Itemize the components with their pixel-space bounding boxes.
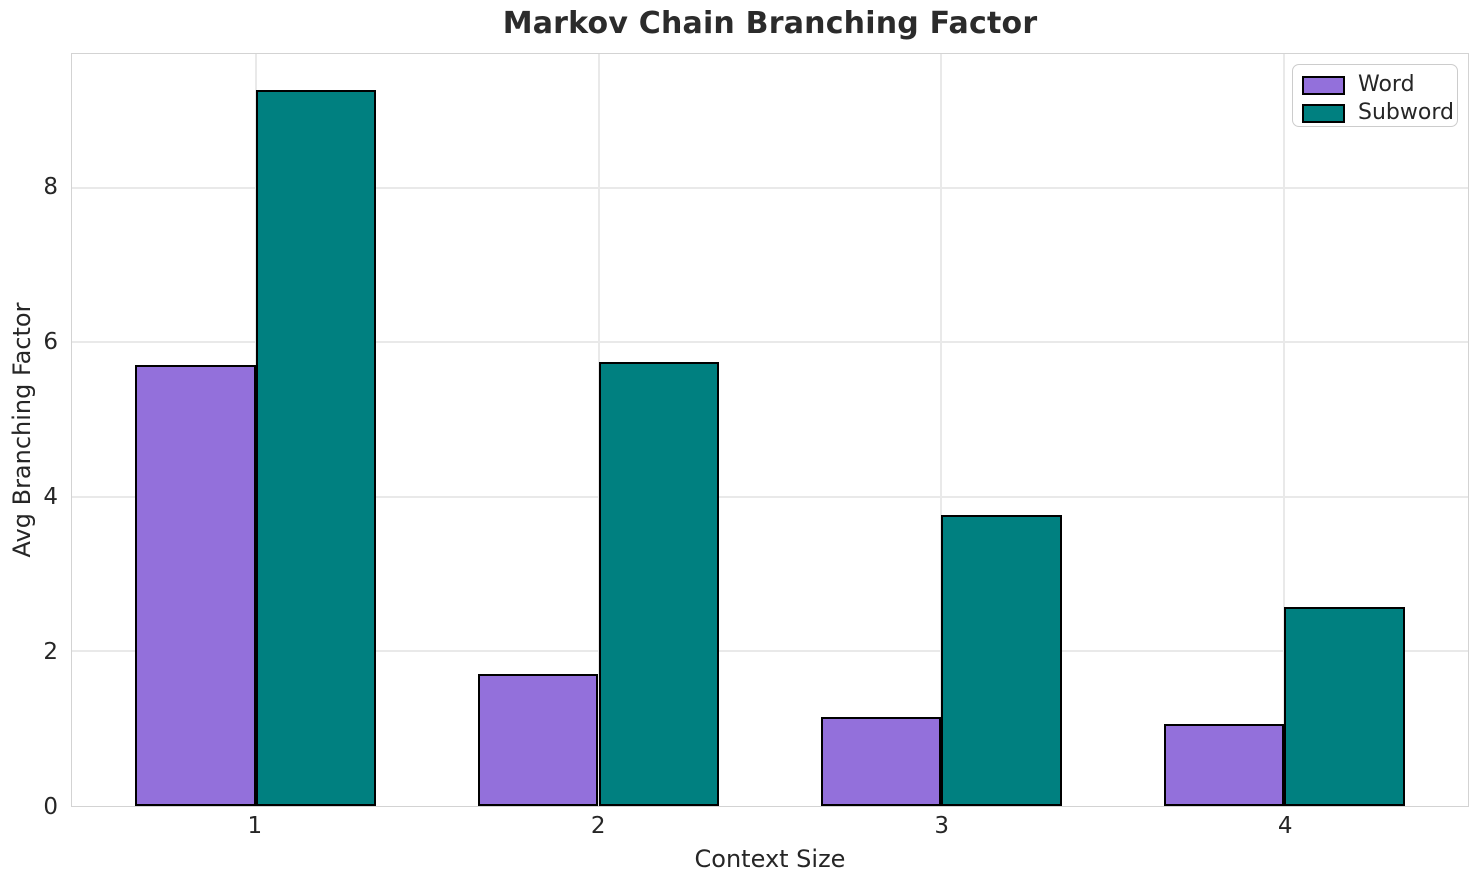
x-tick-label: 1 xyxy=(247,813,263,839)
gridline-horizontal xyxy=(72,495,1468,498)
gridline-vertical xyxy=(940,54,943,806)
chart-title: Markov Chain Branching Factor xyxy=(502,6,1038,41)
x-axis-ticks: 1 2 3 4 xyxy=(71,813,1469,845)
x-axis-label: Context Size xyxy=(694,845,846,873)
legend-swatch-word xyxy=(1302,75,1345,95)
bar-subword-3 xyxy=(941,514,1062,806)
y-tick-label: 2 xyxy=(43,639,58,665)
legend-item-word: Word xyxy=(1302,72,1457,98)
gridline-horizontal xyxy=(72,186,1468,189)
bar-word-4 xyxy=(1164,724,1285,806)
x-tick-label: 3 xyxy=(934,813,950,839)
bar-subword-4 xyxy=(1284,606,1405,806)
y-axis-label: Avg Branching Factor xyxy=(8,302,36,558)
legend: Word Subword xyxy=(1292,64,1458,127)
gridline-horizontal xyxy=(72,341,1468,344)
x-tick-label: 2 xyxy=(590,813,606,839)
legend-label-word: Word xyxy=(1358,72,1415,97)
legend-item-subword: Subword xyxy=(1302,100,1457,126)
y-tick-label: 8 xyxy=(43,174,58,201)
gridline-horizontal xyxy=(72,650,1468,653)
y-tick-label: 0 xyxy=(43,794,58,820)
bar-word-3 xyxy=(821,717,942,806)
legend-label-subword: Subword xyxy=(1358,100,1454,125)
y-axis-ticks: 0 2 4 6 8 xyxy=(0,53,58,820)
bar-subword-1 xyxy=(255,89,376,806)
bar-word-1 xyxy=(135,364,256,806)
gridline-vertical xyxy=(1283,54,1286,806)
bar-word-2 xyxy=(478,673,599,806)
bar-subword-2 xyxy=(598,361,719,806)
x-tick-label: 4 xyxy=(1277,813,1293,839)
plot-area xyxy=(71,53,1469,807)
y-tick-label: 6 xyxy=(43,329,58,356)
y-tick-label: 4 xyxy=(43,484,58,511)
legend-swatch-subword xyxy=(1302,103,1345,123)
